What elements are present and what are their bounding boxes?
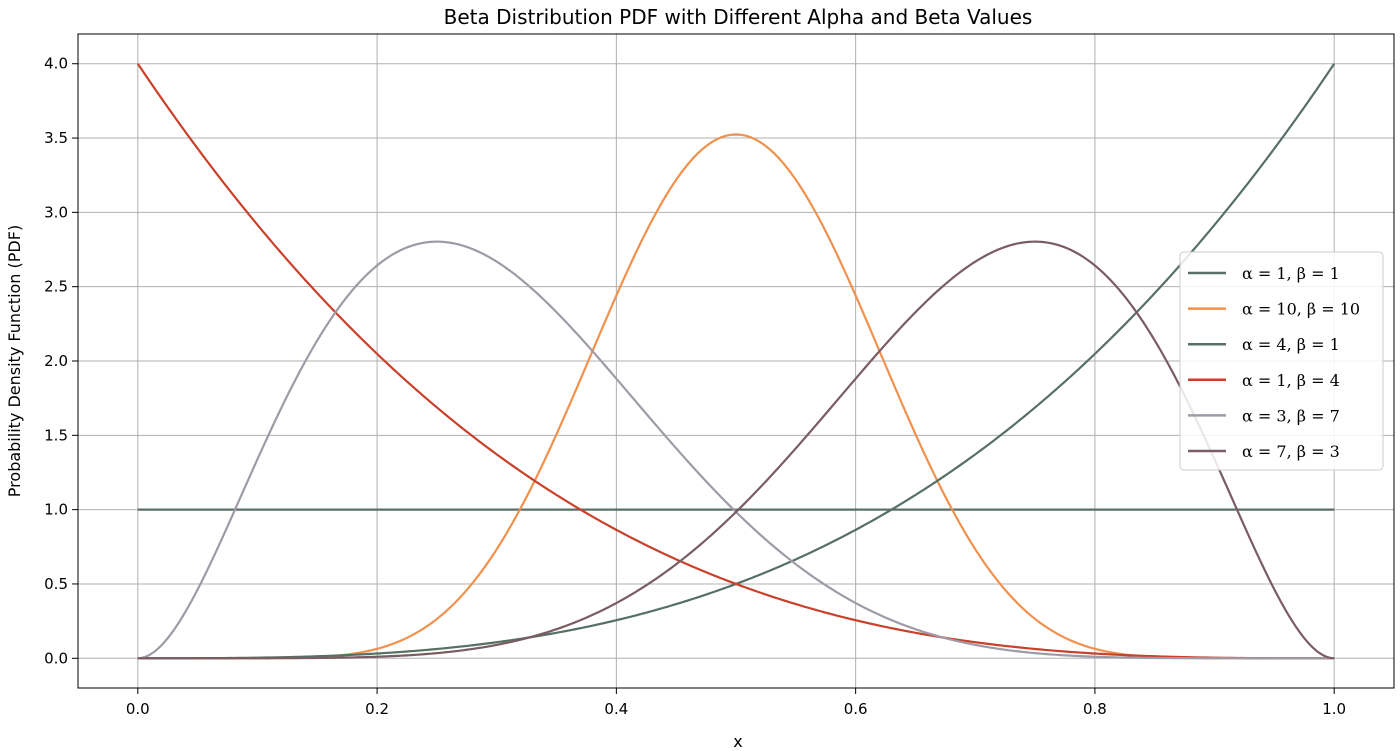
x-tick-label: 0.8 [1083, 700, 1107, 718]
legend-label: α = 1, β = 4 [1242, 371, 1340, 390]
legend-label: α = 3, β = 7 [1242, 406, 1340, 425]
legend-label: α = 7, β = 3 [1242, 442, 1340, 461]
x-tick-label: 0.0 [126, 700, 150, 718]
y-tick-label: 1.5 [44, 426, 68, 444]
legend: α = 1, β = 1 α = 10, β = 10 α = 4, β = 1 α … [1179, 251, 1384, 471]
y-tick-label: 3.5 [44, 129, 68, 147]
series-line-4 [137, 240, 1335, 660]
series-line-3 [136, 63, 1335, 660]
y-tick-label: 2.0 [44, 352, 68, 370]
x-tick-label: 0.4 [604, 700, 628, 718]
x-tick-label: 0.6 [844, 700, 868, 718]
chart-title: Beta Distribution PDF with Different Alp… [444, 5, 1033, 29]
series-lines [136, 63, 1336, 660]
y-tick-label: 4.0 [44, 55, 68, 73]
axis-ticks: 0.0 0.2 0.4 0.6 0.8 1.0 0.0 0.5 1.0 1.5 2.0 2.5 3.0 3… [44, 55, 1346, 718]
legend-label: α = 1, β = 1 [1242, 264, 1340, 283]
legend-label: α = 4, β = 1 [1242, 335, 1340, 354]
legend-label: α = 10, β = 10 [1242, 300, 1360, 319]
legend-box [1179, 251, 1384, 471]
series-line-1 [137, 133, 1335, 660]
x-axis-label: x [733, 732, 742, 751]
y-tick-label: 1.0 [44, 501, 68, 519]
y-tick-label: 2.5 [44, 278, 68, 296]
y-axis-label: Probability Density Function (PDF) [5, 225, 24, 497]
x-tick-label: 0.2 [365, 700, 389, 718]
series-line-5 [137, 240, 1335, 660]
y-tick-label: 0.0 [44, 649, 68, 667]
y-tick-label: 3.0 [44, 203, 68, 221]
y-tick-label: 0.5 [44, 575, 68, 593]
x-tick-label: 1.0 [1322, 700, 1346, 718]
